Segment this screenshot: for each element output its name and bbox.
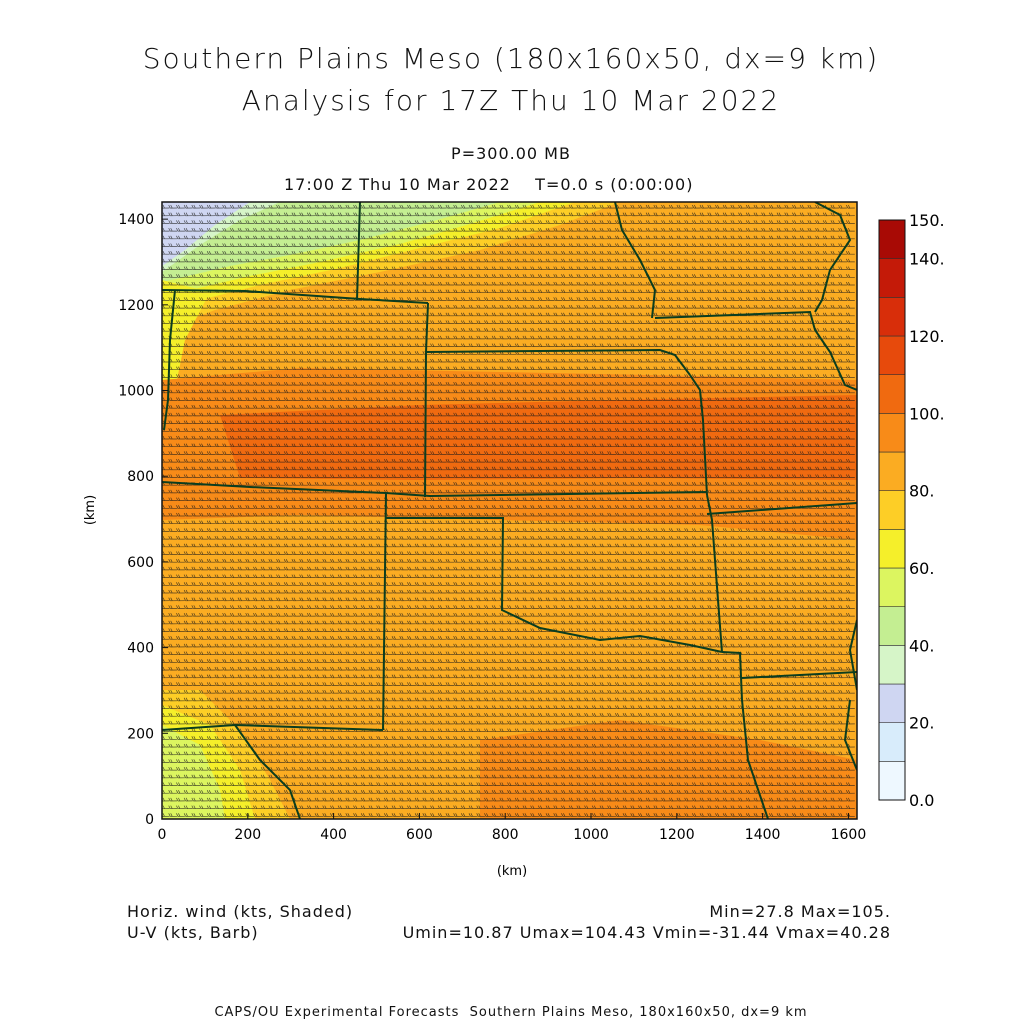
- x-tick-label: 1000: [573, 827, 609, 843]
- boundary-ar-ms: [848, 619, 857, 691]
- color-scale-legend: 0.0 20. 40. 60. 80. 100. 120. 140. 150.: [878, 211, 945, 810]
- boundary-ok-east: [706, 494, 723, 653]
- x-tick-label: 800: [492, 827, 519, 843]
- color-scale-swatch: [878, 258, 906, 298]
- x-axis: 0 200 400 600 800 1000 1200 1400 1600: [158, 813, 867, 843]
- color-scale-swatch: [878, 490, 906, 530]
- barb-field-label: U-V (kts, Barb): [127, 923, 259, 942]
- boundary-tx-rio: [234, 724, 301, 819]
- y-tick-label: 600: [127, 555, 154, 571]
- wind-barbs: [162, 204, 855, 817]
- min-max-stats: Min=27.8 Max=105.: [709, 902, 891, 921]
- boundary-west-edge: [163, 289, 176, 431]
- color-scale-swatch: [878, 374, 906, 414]
- x-tick-label: 1600: [831, 827, 867, 843]
- x-tick-label: 0: [158, 827, 167, 843]
- color-scale-swatch: [878, 413, 906, 453]
- color-scale-swatch: [878, 529, 906, 569]
- color-scale-label: 80.: [909, 482, 934, 501]
- boundary-ar-la: [741, 671, 857, 679]
- x-tick-label: 200: [234, 827, 261, 843]
- color-scale-swatch: [878, 219, 906, 259]
- boundary-ne-ks: [425, 348, 691, 376]
- color-scale-swatch: [878, 683, 906, 723]
- boundary-ne-west: [356, 202, 361, 301]
- boundary-wy-co: [162, 289, 429, 304]
- boundary-panhandle: [382, 492, 387, 731]
- color-scale-swatch: [878, 722, 906, 762]
- state-boundaries: [162, 202, 857, 819]
- wind-barb-layer: [162, 204, 855, 817]
- boundary-la-coast: [843, 699, 857, 771]
- color-scale-label: 100.: [909, 404, 945, 423]
- map-title-line-2: Analysis for 17Z Thu 10 Mar 2022: [241, 84, 781, 117]
- y-tick-label: 0: [145, 812, 154, 828]
- shaded-field-label: Horiz. wind (kts, Shaded): [127, 902, 354, 921]
- pressure-level-label: P=300.00 MB: [451, 144, 571, 163]
- y-axis: 0 200 400 600 800 1000 1200 1400: [118, 212, 168, 828]
- credit-line: CAPS/OU Experimental Forecasts Southern …: [214, 1005, 808, 1020]
- color-scale-label: 140.: [909, 250, 945, 269]
- color-scale-swatch: [878, 451, 906, 491]
- color-scale-label: 0.0: [909, 791, 934, 810]
- y-tick-label: 400: [127, 641, 154, 657]
- y-tick-label: 200: [127, 726, 154, 742]
- uv-component-stats: Umin=10.87 Umax=104.43 Vmin=-31.44 Vmax=…: [402, 923, 891, 942]
- valid-time-label: 17:00 Z Thu 10 Mar 2022 T=0.0 s (0:00:00…: [284, 175, 694, 194]
- color-scale-label: 150.: [909, 211, 945, 230]
- boundary-mn-ia: [614, 202, 657, 319]
- boundary-mississippi: [814, 202, 852, 313]
- color-scale-swatch: [878, 567, 906, 607]
- color-scale-frame: [878, 219, 906, 801]
- boundary-tx-ar-la: [721, 651, 769, 819]
- color-scale-swatch: [878, 606, 906, 646]
- x-tick-label: 600: [406, 827, 433, 843]
- color-scale-label: 60.: [909, 559, 934, 578]
- x-tick-label: 400: [320, 827, 347, 843]
- x-tick-label: 1400: [745, 827, 781, 843]
- boundary-mo-ar: [706, 502, 857, 515]
- map-title-line-1: Southern Plains Meso (180x160x50, dx=9 k…: [142, 42, 880, 75]
- y-axis-label: (km): [83, 495, 98, 525]
- boundary-ia-mo: [654, 310, 857, 391]
- color-scale-swatch: [878, 335, 906, 375]
- y-tick-label: 800: [127, 469, 154, 485]
- color-scale-label: 20.: [909, 714, 934, 733]
- y-tick-label: 1200: [118, 298, 154, 314]
- plot-frame: [161, 201, 858, 820]
- boundary-ok-tx: [386, 517, 723, 653]
- color-scale-label: 120.: [909, 327, 945, 346]
- color-scale-swatch: [878, 297, 906, 337]
- x-axis-label: (km): [497, 864, 527, 879]
- color-scale-swatch: [878, 645, 906, 685]
- boundary-ks-mo: [689, 374, 708, 496]
- color-scale-swatch: [878, 761, 906, 801]
- y-tick-label: 1000: [118, 384, 154, 400]
- x-tick-label: 1200: [659, 827, 695, 843]
- y-tick-label: 1400: [118, 212, 154, 228]
- color-scale-label: 40.: [909, 636, 934, 655]
